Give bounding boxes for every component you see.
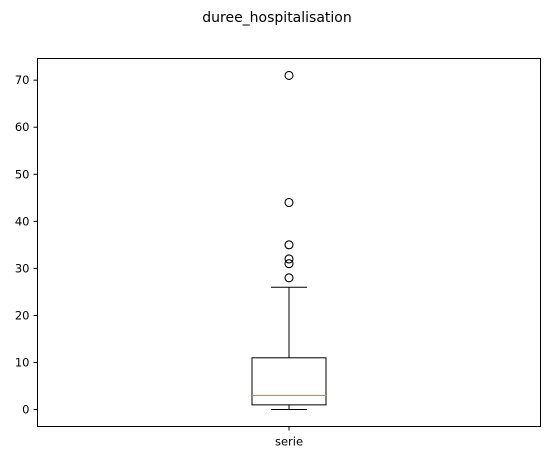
y-tick-label: 20 [15,308,30,322]
outlier-point [284,259,294,269]
y-tick-label: 30 [15,261,30,275]
y-tick-label: 60 [15,120,30,134]
outlier-point [284,70,294,80]
y-tick-label: 50 [15,167,30,181]
x-axis: serie [275,426,303,449]
y-tick-label: 10 [15,356,30,370]
plot-area-frame [37,58,541,427]
iqr-box [251,357,327,406]
y-axis: 0 10 20 30 40 50 60 70 [15,73,38,417]
y-tick-label: 0 [22,403,29,417]
outlier-point [284,240,294,250]
outlier-point [284,254,294,264]
y-tick-label: 40 [15,214,30,228]
boxplot-series [251,70,327,411]
x-tick-label: serie [275,435,303,449]
chart-title: duree_hospitalisation [202,10,351,26]
outlier-point [284,197,294,208]
y-tick-label: 70 [15,73,30,87]
outlier-point [284,273,294,283]
